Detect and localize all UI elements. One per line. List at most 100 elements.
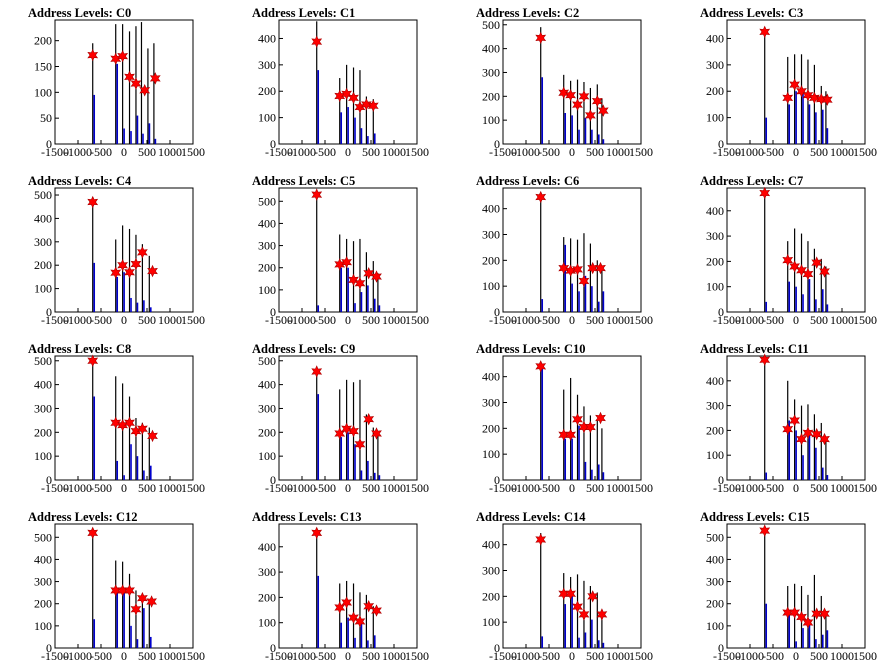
panel-13: Address Levels: C13 0 100 200 300 400 -1500-10… [252, 510, 429, 663]
x-tick-label: 1000 [158, 649, 182, 663]
x-tick-label: 0 [569, 481, 575, 495]
panel-title: Address Levels: C11 [700, 342, 809, 356]
y-tick-label: 500 [34, 188, 52, 202]
panel-title: Address Levels: C8 [28, 342, 131, 356]
peak-marker [821, 93, 833, 106]
peak-marker [782, 606, 794, 619]
peak-marker [124, 266, 135, 279]
x-tick-label: 1500 [181, 649, 205, 663]
peak-marker [117, 584, 129, 597]
y-tick-label: 200 [34, 258, 52, 272]
peak-marker [348, 424, 359, 438]
x-tick-label: -1000 [736, 481, 764, 495]
y-tick-label: 0 [494, 305, 500, 319]
x-tick-label: 0 [345, 313, 351, 327]
panel-11: Address Levels: C11 0 100 200 300 400 -1500-10… [700, 342, 877, 495]
x-tick-label: -500 [762, 481, 784, 495]
peak-marker [124, 70, 135, 84]
y-tick-label: 300 [258, 239, 276, 253]
peak-marker [363, 412, 375, 426]
x-tick-label: 1500 [405, 313, 429, 327]
x-tick-label: -1000 [512, 313, 540, 327]
y-tick-label: 300 [706, 575, 724, 589]
panel-title: Address Levels: C15 [700, 510, 810, 524]
peak-marker [149, 72, 161, 85]
y-tick-label: 300 [34, 575, 52, 589]
x-tick-label: -500 [538, 481, 560, 495]
y-tick-label: 400 [258, 216, 276, 230]
peak-marker [789, 606, 801, 619]
panel-title: Address Levels: C12 [28, 510, 138, 524]
y-tick-label: 200 [706, 597, 724, 611]
x-tick-label: 500 [586, 145, 604, 159]
x-tick-label: 500 [362, 649, 380, 663]
x-tick-label: -1000 [736, 313, 764, 327]
x-tick-label: -500 [314, 481, 336, 495]
peak-marker [117, 49, 129, 63]
peak-marker [572, 98, 583, 111]
x-tick-label: -500 [314, 145, 336, 159]
x-tick-label: -1500 [41, 145, 69, 159]
panel-10: Address Levels: C10 0 100 200 300 400 -1500-10… [476, 342, 653, 495]
peak-marker [819, 432, 830, 446]
peak-marker [565, 428, 577, 442]
x-tick-label: 1000 [606, 649, 630, 663]
peak-marker [363, 267, 375, 280]
peak-marker [363, 600, 375, 613]
peak-marker [789, 78, 801, 91]
peak-marker [137, 591, 148, 605]
y-tick-label: 200 [706, 254, 724, 268]
peak-marker [348, 273, 359, 287]
peak-marker [782, 253, 794, 267]
x-tick-label: -500 [90, 145, 112, 159]
peak-marker [595, 261, 606, 275]
y-tick-label: 400 [34, 378, 52, 392]
plot-frame [54, 355, 194, 481]
x-tick-label: 1000 [158, 481, 182, 495]
x-tick-label: -1500 [489, 313, 517, 327]
x-tick-label: -1000 [64, 481, 92, 495]
peak-marker [130, 603, 142, 616]
peak-marker [535, 360, 547, 373]
panel-title: Address Levels: C5 [252, 174, 355, 188]
peak-marker [587, 590, 599, 603]
peak-marker [341, 422, 353, 435]
x-tick-label: 1000 [382, 145, 406, 159]
y-tick-label: 400 [34, 211, 52, 225]
x-tick-label: -1000 [512, 145, 540, 159]
peak-marker [535, 190, 547, 204]
y-tick-label: 300 [258, 401, 276, 415]
peak-marker [348, 91, 359, 105]
peak-marker [139, 84, 151, 97]
y-tick-label: 0 [718, 641, 724, 655]
x-tick-label: -1500 [41, 313, 69, 327]
x-tick-label: -1500 [489, 481, 517, 495]
peak-marker [789, 414, 801, 427]
y-tick-label: 0 [718, 305, 724, 319]
peak-marker [578, 90, 590, 103]
peak-marker [585, 420, 596, 434]
y-tick-label: 0 [46, 641, 52, 655]
y-tick-label: 100 [706, 280, 724, 294]
peak-marker [87, 354, 99, 367]
peak-marker [110, 266, 122, 279]
y-tick-label: 0 [718, 473, 724, 487]
peak-marker [759, 353, 771, 366]
x-tick-label: 1000 [830, 649, 854, 663]
peak-marker [361, 98, 372, 111]
panel-15: Address Levels: C15 0 100 200 300 400 500 -1500… [700, 510, 877, 663]
x-tick-label: -1500 [713, 649, 741, 663]
peak-marker [789, 260, 801, 273]
x-tick-label: 1000 [382, 313, 406, 327]
x-tick-label: 1500 [629, 313, 653, 327]
x-tick-label: 1500 [853, 313, 877, 327]
y-tick-label: 400 [482, 202, 500, 216]
y-tick-label: 300 [482, 65, 500, 79]
peak-marker [782, 422, 794, 436]
peak-marker [535, 31, 547, 45]
panel-title: Address Levels: C3 [700, 6, 803, 20]
peak-marker [147, 429, 158, 443]
y-tick-label: 400 [258, 378, 276, 392]
y-tick-label: 500 [482, 18, 500, 32]
panel-3: Address Levels: C3 0 100 200 300 400 -1500-100… [700, 6, 877, 159]
